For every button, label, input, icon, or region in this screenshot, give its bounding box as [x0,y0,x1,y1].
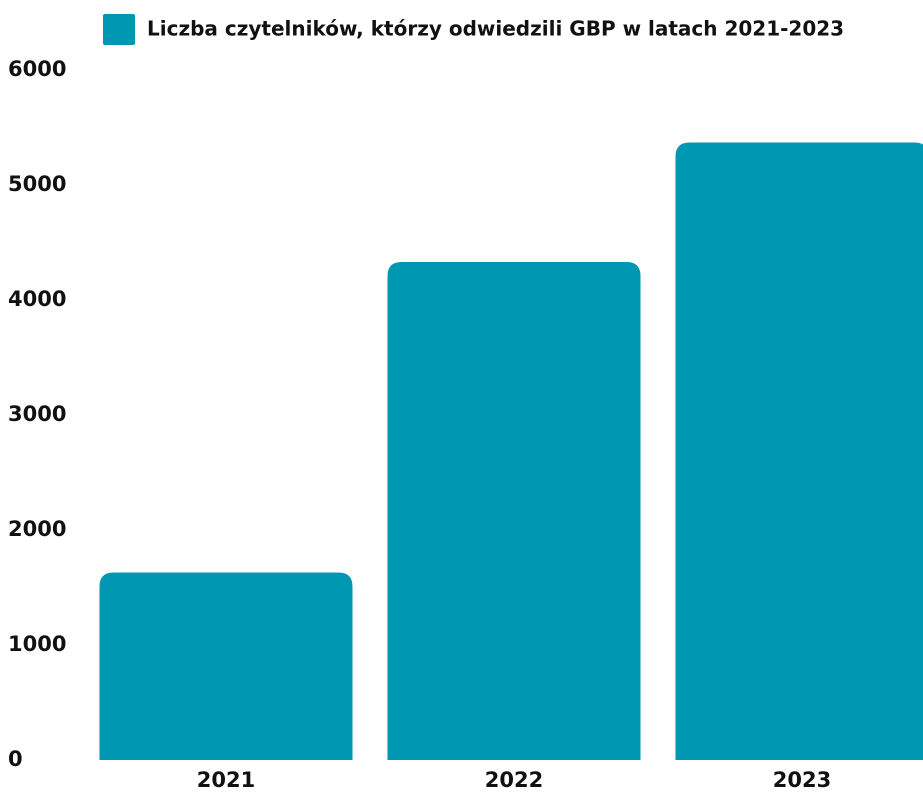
y-tick-label: 4000 [8,287,66,311]
x-tick-label: 2021 [197,768,255,792]
bar [387,262,641,760]
x-tick-label: 2023 [773,768,831,792]
y-tick-label: 2000 [8,517,66,541]
y-tick-label: 3000 [8,402,66,426]
y-tick-label: 5000 [8,172,66,196]
x-tick-label: 2022 [485,768,543,792]
y-tick-label: 0 [8,747,23,771]
legend-label: Liczba czytelników, którzy odwiedzili GB… [147,17,844,41]
bar [675,142,923,760]
bar [99,572,353,760]
y-tick-label: 1000 [8,632,66,656]
y-tick-label: 6000 [8,57,66,81]
legend-swatch [103,14,135,45]
